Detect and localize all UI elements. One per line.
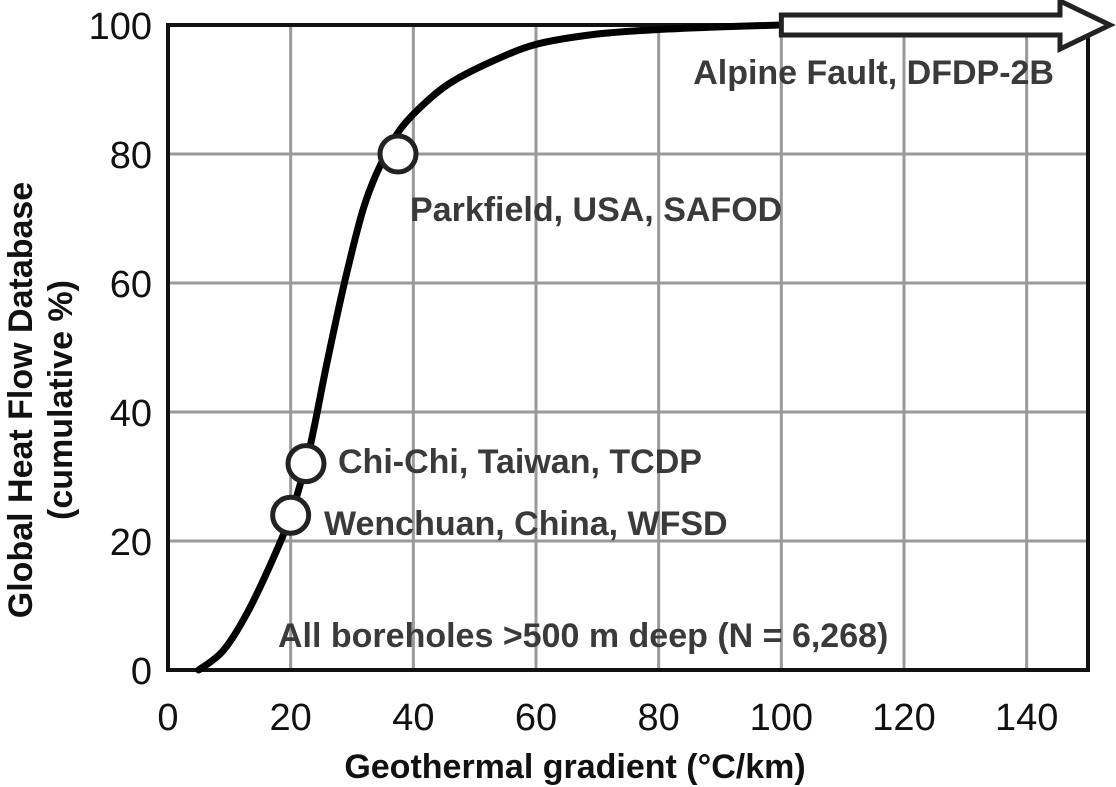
y-tick-label: 40 — [110, 393, 152, 435]
sample-note: All boreholes >500 m deep (N = 6,268) — [278, 617, 888, 655]
x-tick-label: 140 — [995, 697, 1058, 739]
x-tick-label: 120 — [872, 697, 935, 739]
x-axis-title: Geothermal gradient (°C/km) — [344, 748, 805, 786]
point-label-chichi: Chi-Chi, Taiwan, TCDP — [338, 443, 702, 481]
arrow-label: Alpine Fault, DFDP-2B — [693, 54, 1054, 92]
borehole-point-marker — [270, 494, 312, 536]
x-tick-label: 0 — [157, 697, 178, 739]
y-tick-label: 80 — [110, 135, 152, 177]
x-tick-label: 20 — [270, 697, 312, 739]
y-tick-label: 100 — [89, 6, 152, 48]
alpine-fault-arrow — [778, 0, 1116, 53]
y-tick-label: 60 — [110, 264, 152, 306]
y-tick-label: 0 — [131, 651, 152, 693]
x-tick-label: 60 — [515, 697, 557, 739]
x-tick-label: 100 — [750, 697, 813, 739]
tick-labels: 0 20 40 60 80 100 120 140 0 20 40 60 80 100 — [89, 6, 1059, 739]
y-axis-title-line1: Global Heat Flow Database — [2, 182, 40, 618]
point-label-parkfield: Parkfield, USA, SAFOD — [410, 191, 782, 229]
point-label-wenchuan: Wenchuan, China, WFSD — [324, 505, 728, 543]
grid — [168, 25, 1088, 670]
borehole-point-marker — [377, 133, 419, 175]
borehole-point-marker — [285, 443, 327, 485]
borehole-points — [270, 133, 419, 536]
plot-frame — [166, 23, 1090, 672]
cumulative-curve — [195, 21, 785, 674]
x-tick-label: 40 — [392, 697, 434, 739]
x-tick-label: 80 — [638, 697, 680, 739]
y-axis-title-line2: (cumulative %) — [42, 280, 80, 520]
y-tick-label: 20 — [110, 522, 152, 564]
